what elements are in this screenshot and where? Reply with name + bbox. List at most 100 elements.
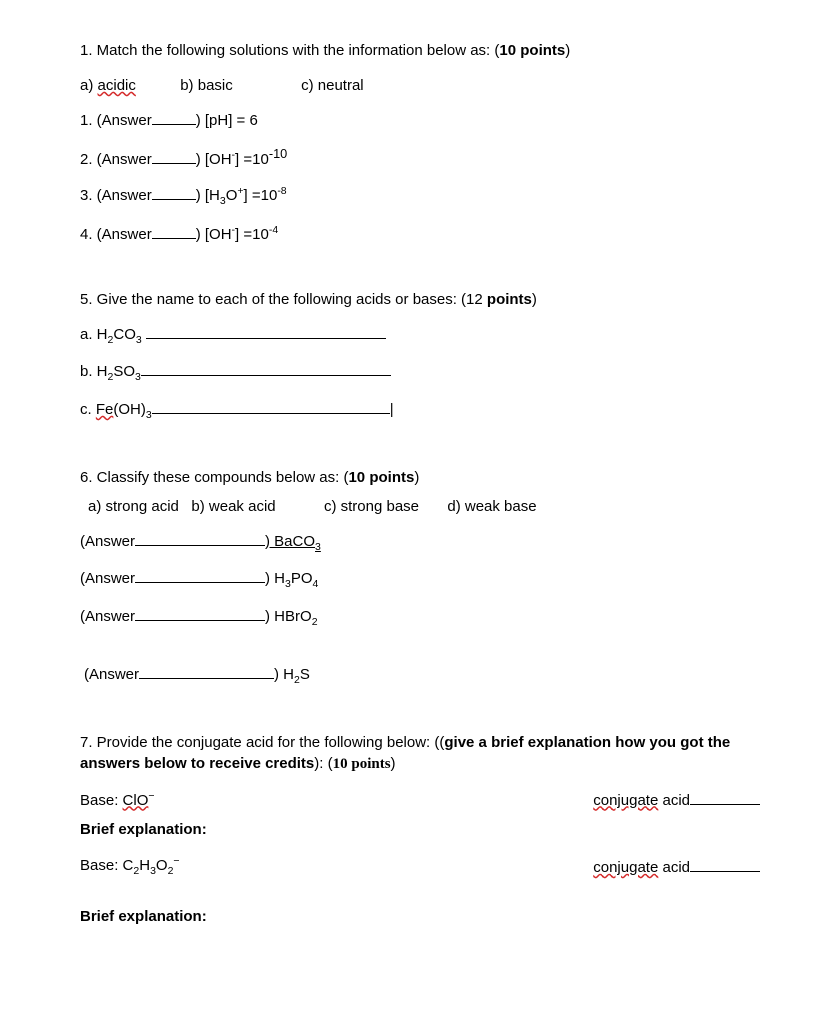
q1-i3-pre: 3. (Answer [80,187,152,204]
q6-item-4: (Answer) H2S [80,664,760,688]
q1-i3-exp: -8 [277,185,286,197]
q1-options: a) acidic b) basic c) neutral [80,75,760,96]
q1-i3-chem2: O [226,187,238,204]
q6-i3-tail: ) HBrO [265,608,312,625]
q7-conj1: conjugate acid [593,790,760,811]
q6-points: 10 points [348,469,414,486]
blank[interactable] [152,124,196,125]
q1-i2-post: ) [OH [196,151,232,168]
q1-opt-b: b) basic [180,77,233,94]
q7-brief-2: Brief explanation: [80,906,760,927]
q6-prompt: 6. Classify these compounds below as: (1… [80,467,760,488]
blank[interactable] [152,199,196,200]
q1-item-2: 2. (Answer) [OH-] =10-10 [80,145,760,170]
blank[interactable] [146,338,386,339]
b2m1: H [139,857,150,874]
q6-pre: 6. Classify these compounds below as: ( [80,469,348,486]
q1-points: 10 points [499,42,565,59]
q6-od: d) weak base [447,498,536,515]
q7-brief-label-2: Brief explanation: [80,908,207,925]
q1-i2-pre: 2. (Answer [80,151,152,168]
q1-i4-pre: 4. (Answer [80,226,152,243]
q7-brief-label-1: Brief explanation: [80,821,207,838]
minus-icon: − [148,790,154,802]
q6-oa: a) strong acid [88,498,179,515]
q5-prompt: 5. Give the name to each of the followin… [80,289,760,310]
q1-i3-eq: ] =10 [244,187,278,204]
q1-item-1: 1. (Answer) [pH] = 6 [80,110,760,131]
q7-pre: 7. Provide the conjugate acid for the fo… [80,734,444,751]
q5-a-mid: CO [113,326,136,343]
q6-i4-mid: S [300,666,310,683]
q1-item-3: 3. (Answer) [H3O+] =10-8 [80,184,760,209]
q6-item-1: (Answer ) BaCO3 [80,531,760,555]
q5-c: c. Fe(OH)3| [80,399,760,423]
blank[interactable] [139,678,274,679]
q1-i2-exp: -10 [269,146,287,161]
q5-a: a. H2CO3 [80,324,760,348]
blank[interactable] [135,620,265,621]
q7-prompt: 7. Provide the conjugate acid for the fo… [80,732,760,775]
q5-b-pre: b. H [80,363,108,380]
q5-b: b. H2SO3 [80,361,760,385]
q7-base-label-2: Base: [80,857,118,874]
q5-b-s2: 3 [135,371,141,383]
q1-prompt-pre: 1. Match the following solutions with th… [80,42,499,59]
blank[interactable] [141,375,391,376]
q5-c-pre: c. Fe(OH) [80,401,146,418]
q1-opt-c: c) neutral [301,77,364,94]
q6-options: a) strong acid b) weak acid c) strong ba… [80,496,760,517]
q6-post: ) [414,469,419,486]
q7-base1-chem: ClO [123,792,149,809]
q1-i4-eq: ] =10 [235,226,269,243]
q6-item-2: (Answer) H3PO4 [80,568,760,592]
q7-base1: Base: ClO− [80,789,155,811]
q1-prompt: 1. Match the following solutions with th… [80,40,760,61]
q6-i3-pre: (Answer [80,608,135,625]
q6-i1-sub: 3 [315,541,321,553]
q7-post: ) [391,755,396,772]
q7-base2-chem: C2H3O2− [123,857,180,874]
q5-points: points [487,291,532,308]
q7-brief-1: Brief explanation: [80,819,760,840]
q6-i4-pre: (Answer [84,666,139,683]
q1-i1-post: ) [pH] = 6 [196,112,258,129]
q6-item-3: (Answer ) HBrO2 [80,606,760,630]
worksheet-page: 1. Match the following solutions with th… [0,0,840,981]
q6-ob: b) weak acid [191,498,275,515]
q1-prompt-post: ) [565,42,570,59]
blank[interactable] [135,545,265,546]
q1-opt-a: a) acidic [80,77,136,94]
minus-icon: − [173,855,179,867]
blank[interactable] [152,163,196,164]
b2m2: O [156,857,168,874]
q6-i2-mid: PO [291,570,313,587]
q7-conj-label-2: conjugate [593,859,658,876]
q7-mid: ): ( [314,755,332,772]
b2p: C [123,857,134,874]
q6-i1-tail: ) BaCO [265,533,315,550]
q6-i2-s2: 4 [313,578,319,590]
q5-post: ) [532,291,537,308]
q6-i2-pre: (Answer [80,570,135,587]
blank[interactable] [690,804,760,805]
blank[interactable] [152,413,390,414]
q1-i3-post: ) [H [196,187,220,204]
q5-a-pre: a. H [80,326,108,343]
blank[interactable] [152,238,196,239]
q6-i2-tail: ) H [265,570,285,587]
q7-base-label-1: Base: [80,792,118,809]
q6-i4-tail: ) H [274,666,294,683]
q6-oc: c) strong base [324,498,419,515]
q5-a-s2: 3 [136,334,142,346]
q7-conj-label-1: conjugate [593,792,658,809]
q6-i1-pre: (Answer [80,533,135,550]
q5-b-mid: SO [113,363,135,380]
q6-i3-sub: 2 [312,616,318,628]
q7-conj2: conjugate acid [593,857,760,878]
blank[interactable] [690,871,760,872]
q1-i4-exp: -4 [269,224,278,236]
q7-row-2: Base: C2H3O2− conjugate acid [80,854,760,879]
blank[interactable] [135,582,265,583]
q1-i2-eq: ] =10 [235,151,269,168]
